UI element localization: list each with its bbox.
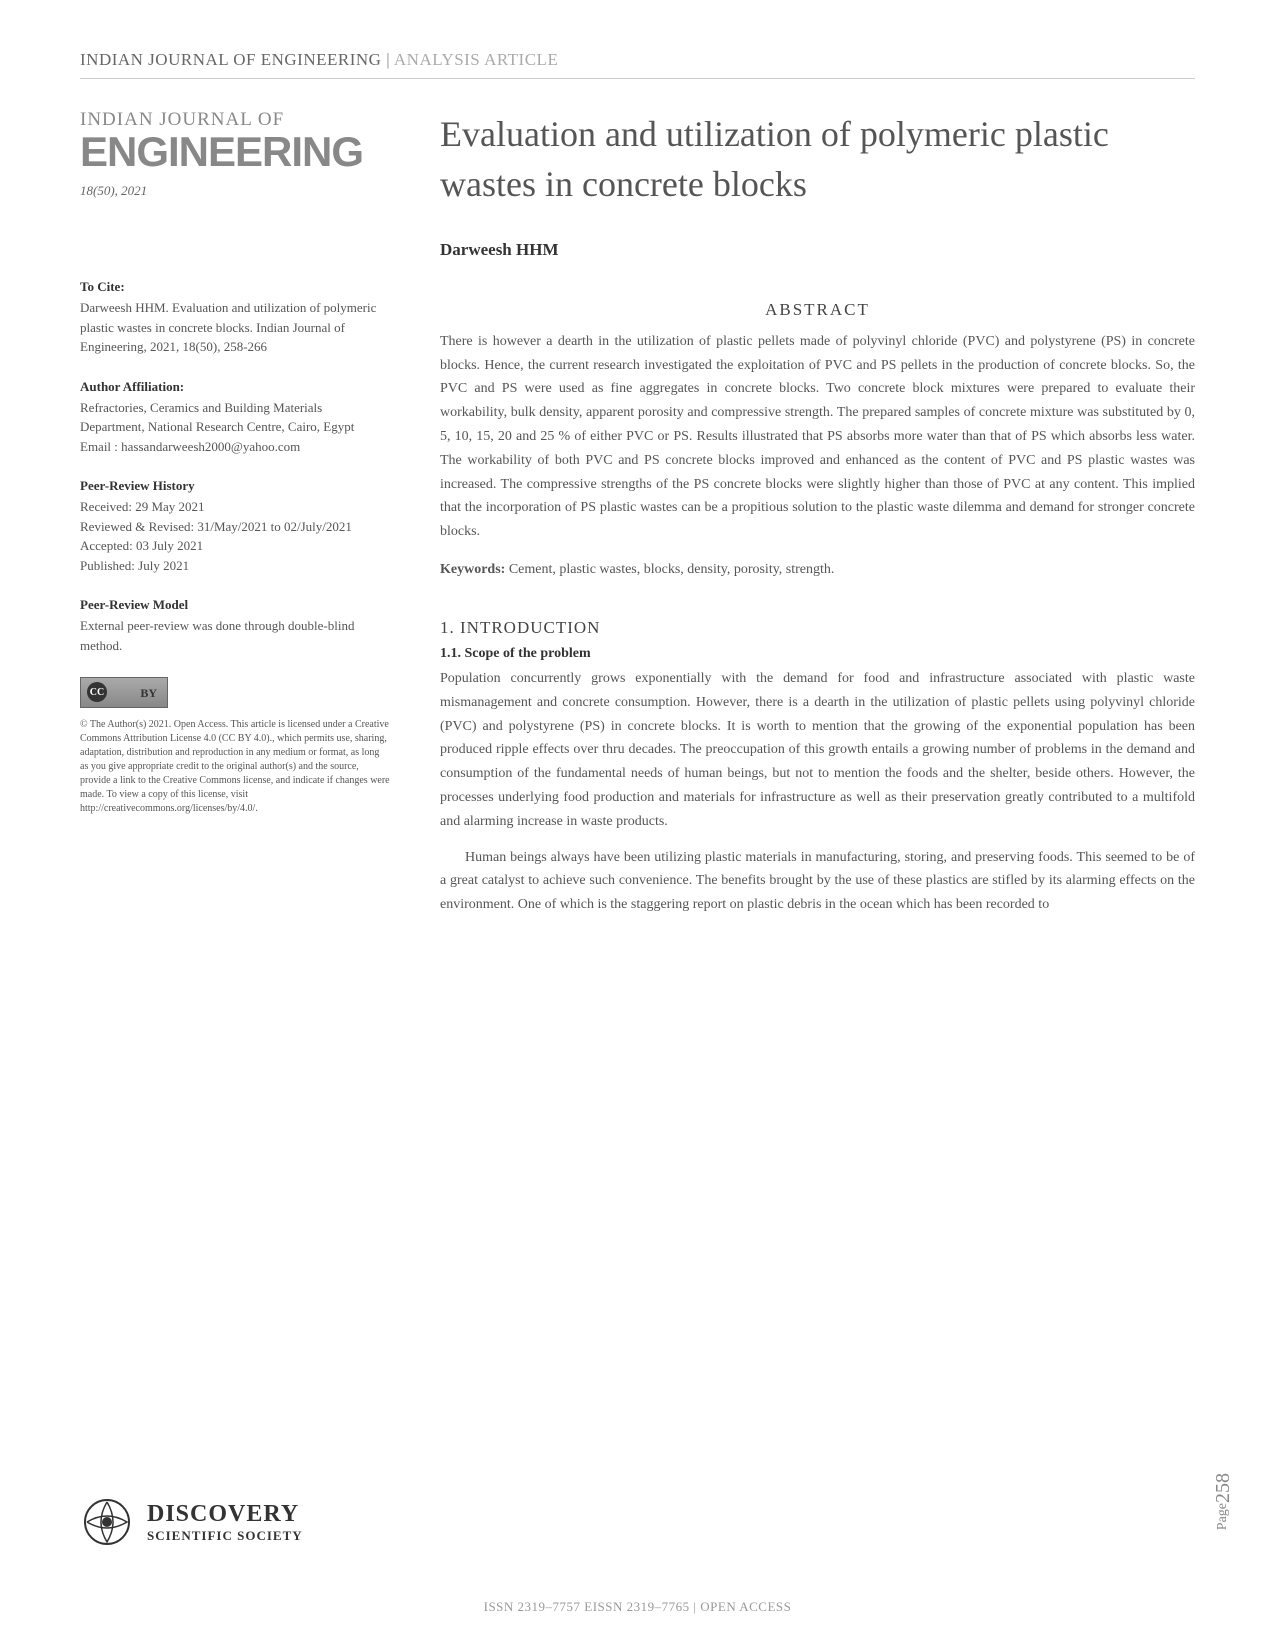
discovery-icon <box>80 1495 135 1550</box>
journal-logo: INDIAN JOURNAL OF ENGINEERING <box>80 109 390 173</box>
keywords-label: Keywords: <box>440 562 505 577</box>
page-header: INDIAN JOURNAL OF ENGINEERING | ANALYSIS… <box>80 50 1195 79</box>
body-paragraph-2: Human beings always have been utilizing … <box>440 846 1195 917</box>
section-1-1-heading: 1.1. Scope of the problem <box>440 646 1195 662</box>
discovery-text: DISCOVERY SCIENTIFIC SOCIETY <box>147 1501 303 1544</box>
peer-review-published: Published: July 2021 <box>80 556 390 576</box>
header-separator: | <box>381 50 393 69</box>
to-cite-section: To Cite: Darweesh HHM. Evaluation and ut… <box>80 279 390 357</box>
peer-review-model-text: External peer-review was done through do… <box>80 616 390 655</box>
cc-badge-icon <box>80 677 168 708</box>
abstract-text: There is however a dearth in the utiliza… <box>440 330 1195 544</box>
affiliation-email: Email : hassandarweesh2000@yahoo.com <box>80 437 390 457</box>
peer-review-model-heading: Peer-Review Model <box>80 597 390 613</box>
header-article-type: ANALYSIS ARTICLE <box>394 50 558 69</box>
to-cite-text: Darweesh HHM. Evaluation and utilization… <box>80 298 390 357</box>
license-section: © The Author(s) 2021. Open Access. This … <box>80 677 390 816</box>
affiliation-text: Refractories, Ceramics and Building Mate… <box>80 398 390 437</box>
page-prefix: Page <box>1215 1503 1230 1530</box>
keywords: Keywords: Cement, plastic wastes, blocks… <box>440 562 1195 578</box>
page-num: 258 <box>1212 1473 1234 1503</box>
body-paragraph-1: Population concurrently grows exponentia… <box>440 667 1195 834</box>
peer-review-model-section: Peer-Review Model External peer-review w… <box>80 597 390 655</box>
discovery-logo: DISCOVERY SCIENTIFIC SOCIETY <box>80 1495 303 1550</box>
section-1-heading: 1. INTRODUCTION <box>440 618 1195 638</box>
peer-review-history-heading: Peer-Review History <box>80 478 390 494</box>
to-cite-heading: To Cite: <box>80 279 390 295</box>
keywords-text: Cement, plastic wastes, blocks, density,… <box>505 562 834 577</box>
affiliation-section: Author Affiliation: Refractories, Cerami… <box>80 379 390 457</box>
author-name: Darweesh HHM <box>440 240 1195 260</box>
peer-review-accepted: Accepted: 03 July 2021 <box>80 536 390 556</box>
license-text: © The Author(s) 2021. Open Access. This … <box>80 718 390 816</box>
discovery-sub-text: SCIENTIFIC SOCIETY <box>147 1528 303 1544</box>
left-sidebar: INDIAN JOURNAL OF ENGINEERING 18(50), 20… <box>80 109 390 929</box>
peer-review-received: Received: 29 May 2021 <box>80 497 390 517</box>
peer-review-history-section: Peer-Review History Received: 29 May 202… <box>80 478 390 575</box>
article-content: Evaluation and utilization of polymeric … <box>440 109 1195 929</box>
footer: ISSN 2319–7757 EISSN 2319–7765 | OPEN AC… <box>0 1599 1275 1615</box>
abstract-heading: ABSTRACT <box>440 300 1195 320</box>
affiliation-heading: Author Affiliation: <box>80 379 390 395</box>
discovery-main-text: DISCOVERY <box>147 1501 303 1528</box>
peer-review-reviewed: Reviewed & Revised: 31/May/2021 to 02/Ju… <box>80 517 390 537</box>
page-number: Page258 <box>1212 1473 1235 1530</box>
header-journal-name: INDIAN JOURNAL OF ENGINEERING <box>80 50 381 69</box>
article-title: Evaluation and utilization of polymeric … <box>440 109 1195 210</box>
journal-logo-line2: ENGINEERING <box>80 131 390 173</box>
issue-info: 18(50), 2021 <box>80 183 390 199</box>
main-content: INDIAN JOURNAL OF ENGINEERING 18(50), 20… <box>80 109 1195 929</box>
